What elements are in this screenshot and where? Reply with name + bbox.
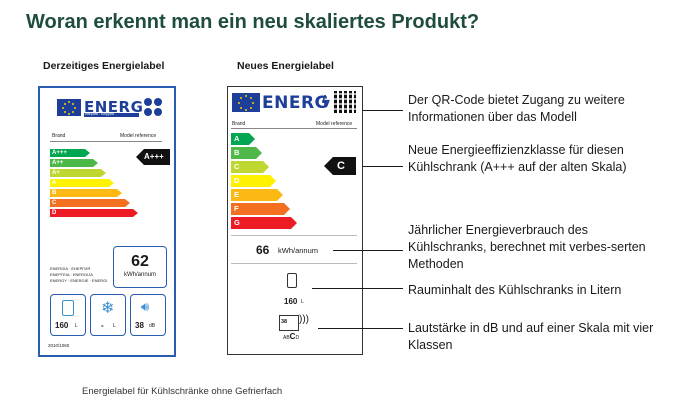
consumption-connector bbox=[333, 250, 403, 251]
old-class-bar: B bbox=[50, 189, 122, 197]
class-connector bbox=[363, 166, 403, 167]
old-volume-box: 160 L bbox=[50, 294, 86, 336]
caption: Energielabel für Kühlschränke ohne Gefri… bbox=[82, 386, 283, 397]
new-class-bar: D bbox=[231, 175, 276, 187]
noise-description: Lautstärke in dB und auf einer Skala mit… bbox=[408, 321, 654, 352]
sound-waves-icon: ))) bbox=[299, 314, 309, 325]
brand-label: Brand bbox=[232, 121, 246, 127]
old-noise-box: 🔊︎ 38 dB bbox=[130, 294, 166, 336]
old-consumption-box: 62 kWh/annum bbox=[113, 246, 167, 288]
qr-code-icon bbox=[334, 91, 356, 113]
class-description: Neue Energieeffizienzklasse für diesen K… bbox=[408, 143, 627, 174]
lang-text-3: ENERGY · ENERGIE · ENERGI bbox=[50, 278, 108, 283]
new-consumption-value: 66 bbox=[256, 243, 270, 257]
new-volume-unit: L bbox=[301, 299, 304, 305]
lang-text-1: ENERGIA · ЕНЕРГИЯ bbox=[50, 266, 91, 271]
speaker-icon: 🔊︎ bbox=[141, 299, 150, 314]
model-ref-label: Model reference bbox=[316, 121, 353, 127]
old-class-bar: A+ bbox=[50, 169, 106, 177]
energ-logo: ENERG bbox=[84, 98, 144, 116]
new-volume-value: 160 bbox=[284, 297, 298, 306]
old-class-bar: C bbox=[50, 199, 130, 207]
old-noise-unit: dB bbox=[149, 323, 156, 329]
old-class-bar: A++ bbox=[50, 159, 98, 167]
new-rating-arrow: C bbox=[324, 157, 356, 175]
new-class-bar: A bbox=[231, 133, 255, 145]
energ-logo: ENERG bbox=[262, 93, 329, 113]
model-ref-label: Model reference bbox=[120, 133, 157, 139]
brand-label: Brand bbox=[52, 133, 66, 139]
eu-flag-icon bbox=[57, 99, 81, 116]
old-energy-label: ENERG енергия · ενέργεια Brand Model ref… bbox=[38, 86, 176, 357]
old-regulation: 2010/1060 bbox=[48, 343, 70, 348]
noise-scale-prefix: AB bbox=[283, 335, 290, 341]
old-volume-value: 160 bbox=[55, 321, 69, 330]
old-consumption-value: 62 bbox=[131, 253, 149, 270]
new-class-bar: G bbox=[231, 217, 297, 229]
old-rating-arrow: A+++ bbox=[136, 149, 170, 165]
old-class-bar: A bbox=[50, 179, 114, 187]
new-class-bar: E bbox=[231, 189, 283, 201]
consumption-description: Jährlicher Energieverbrauch des Kühlschr… bbox=[408, 223, 646, 271]
noise-scale-suffix: D bbox=[295, 335, 300, 341]
noise-scale-selected: C bbox=[289, 332, 296, 341]
page-title: Woran erkennt man ein neu skaliertes Pro… bbox=[26, 11, 480, 33]
speaker-icon: 38 bbox=[279, 315, 299, 331]
new-label-heading: Neues Energielabel bbox=[237, 60, 334, 72]
fridge-icon bbox=[287, 273, 297, 288]
language-circles-icon bbox=[144, 98, 164, 118]
old-class-bar: D bbox=[50, 209, 138, 217]
old-freezer-box: ❄ - L bbox=[90, 294, 126, 336]
old-class-bar: A+++ bbox=[50, 149, 90, 157]
new-class-bar: B bbox=[231, 147, 262, 159]
lang-text-2: ENEPΓEIA · ENERGIJA bbox=[50, 272, 93, 277]
noise-connector bbox=[318, 328, 403, 329]
new-class-bar: C bbox=[231, 161, 269, 173]
qr-description: Der QR-Code bietet Zugang zu weitere Inf… bbox=[408, 93, 625, 124]
lightning-icon: ϟ bbox=[322, 93, 330, 110]
old-label-heading: Derzeitiges Energielabel bbox=[43, 60, 165, 72]
old-freezer-unit: L bbox=[113, 323, 116, 329]
old-freezer-value: - bbox=[101, 321, 104, 330]
volume-connector bbox=[312, 288, 403, 289]
new-noise-value: 38 bbox=[281, 319, 288, 325]
new-class-bar: F bbox=[231, 203, 290, 215]
old-consumption-unit: kWh/annum bbox=[123, 272, 156, 278]
new-consumption-unit: kWh/annum bbox=[278, 246, 319, 255]
noise-class-scale: ABCD bbox=[283, 332, 299, 341]
old-volume-unit: L bbox=[75, 323, 78, 329]
snowflake-icon: ❄ bbox=[101, 300, 115, 317]
volume-description: Rauminhalt des Kühlschranks in Litern bbox=[408, 283, 622, 297]
eu-langs: енергия · ενέργεια bbox=[85, 112, 114, 116]
qr-connector bbox=[363, 110, 403, 111]
eu-flag-icon bbox=[232, 93, 260, 112]
old-noise-value: 38 bbox=[135, 321, 144, 330]
fridge-icon bbox=[62, 300, 74, 316]
